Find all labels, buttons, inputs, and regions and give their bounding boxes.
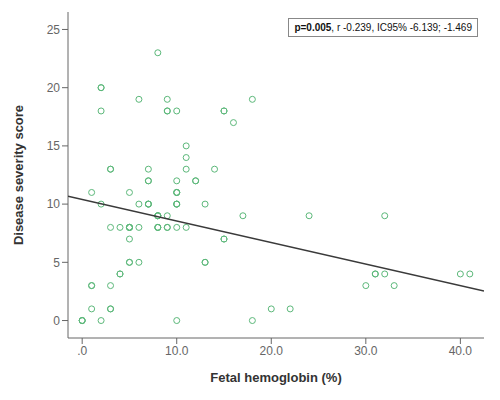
html-text:p=0.005, r -0.239, IC95% -6.13: p=0.005, r -0.239, IC95% -6.139; -1.469: [294, 22, 472, 33]
svg-text:.0: .0: [77, 344, 87, 358]
svg-text:10.0: 10.0: [165, 344, 189, 358]
svg-text:15: 15: [47, 139, 61, 153]
svg-text:0: 0: [53, 314, 60, 328]
svg-text:40.0: 40.0: [449, 344, 473, 358]
svg-text:20.0: 20.0: [260, 344, 284, 358]
svg-text:Fetal hemoglobin (%): Fetal hemoglobin (%): [210, 370, 341, 385]
svg-text:10: 10: [47, 197, 61, 211]
svg-text:25: 25: [47, 23, 61, 37]
svg-text:5: 5: [53, 256, 60, 270]
svg-text:Disease severity score: Disease severity score: [11, 105, 26, 245]
svg-text:20: 20: [47, 81, 61, 95]
svg-text:30.0: 30.0: [354, 344, 378, 358]
